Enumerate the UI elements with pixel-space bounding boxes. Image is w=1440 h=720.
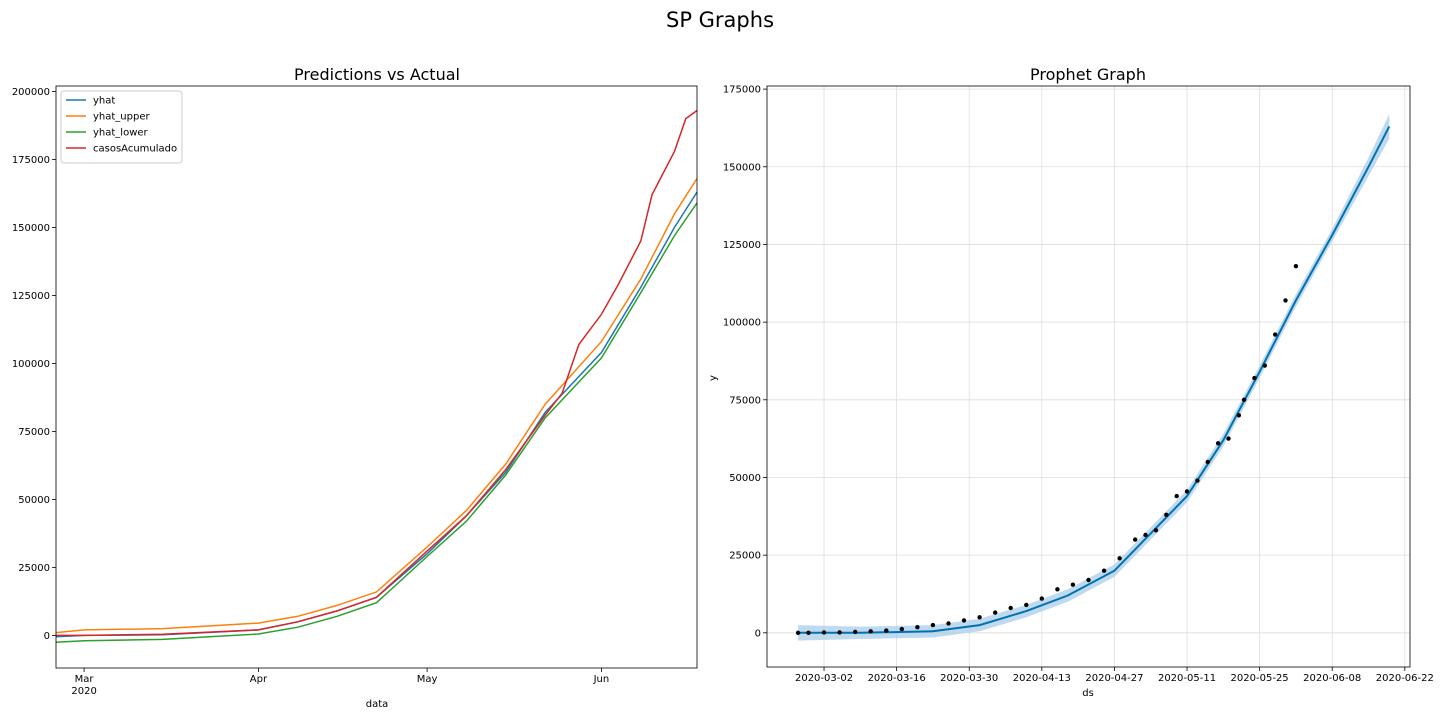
left-y-tick-label: 175000: [12, 155, 50, 166]
legend-label-yhat: yhat: [93, 96, 115, 107]
actual-point: [1252, 375, 1257, 381]
right-x-tick-label: 2020-04-27: [1085, 673, 1143, 684]
right-x-tick-label: 2020-03-16: [868, 673, 926, 684]
actual-point: [1024, 602, 1029, 608]
right-y-tick-label: 50000: [729, 473, 761, 484]
right-plot-area: [795, 114, 1391, 641]
legend-box: [60, 90, 183, 164]
series-line-casosAcumulado: [56, 109, 698, 637]
actual-point: [884, 628, 889, 633]
actual-point: [915, 625, 920, 630]
right-frame: [766, 85, 1411, 668]
actual-point: [1086, 577, 1091, 583]
actual-point: [1215, 441, 1221, 446]
actual-point: [837, 630, 842, 635]
actual-point: [1039, 596, 1045, 601]
actual-point: [1293, 264, 1299, 269]
actual-point: [1143, 532, 1148, 538]
left-x-tick-label: Mar: [75, 674, 95, 685]
actual-point: [1283, 298, 1288, 303]
actual-point: [1101, 568, 1107, 573]
legend-label-casosAcumulado: casosAcumulado: [93, 144, 177, 155]
left-y-tick-label: 75000: [18, 427, 50, 438]
actual-point: [993, 610, 998, 615]
legend-label-yhat_lower: yhat_lower: [93, 128, 149, 139]
right-y-tick-label: 75000: [729, 395, 761, 406]
left-y-tick-label: 25000: [18, 563, 50, 574]
right-chart-title: Prophet Graph: [1030, 65, 1146, 84]
actual-point: [1055, 587, 1060, 592]
right-x-tick-label: 2020-04-13: [1013, 673, 1071, 684]
actual-point: [1133, 537, 1138, 542]
actual-point: [1008, 605, 1013, 611]
right-chart: Prophet Graph 0 25000 50000 75000 100000 1250…: [708, 65, 1434, 699]
actual-point: [946, 621, 951, 626]
actual-point: [853, 629, 858, 635]
left-plot-area: [55, 109, 698, 643]
series-line-yhat_lower: [55, 202, 698, 643]
actual-point: [930, 622, 936, 628]
actual-point: [1226, 436, 1231, 441]
right-y-tick-label: 25000: [729, 551, 761, 562]
actual-point: [795, 630, 801, 635]
actual-point: [977, 615, 982, 620]
actual-point: [1273, 332, 1278, 337]
actual-point: [821, 630, 827, 635]
forecast-uncertainty-band: [798, 114, 1390, 641]
left-x-tick-sublabel: 2020: [71, 686, 96, 697]
left-chart: Predictions vs Actual 0 25000 50000 75000 10…: [12, 65, 698, 710]
right-y-tick-label: 150000: [723, 162, 761, 173]
right-x-tick-label: 2020-03-30: [940, 673, 998, 684]
actual-point: [1205, 459, 1211, 465]
actual-point: [1070, 582, 1076, 587]
right-x-tick-label: 2020-06-08: [1303, 673, 1361, 684]
forecast-line: [798, 125, 1391, 634]
left-chart-title: Predictions vs Actual: [294, 65, 460, 84]
right-x-tick-label: 2020-06-22: [1376, 673, 1434, 684]
right-x-axis-label: ds: [1082, 688, 1094, 699]
right-axes: 0 25000 50000 75000 100000 125000 150000 175000…: [723, 85, 1434, 684]
left-frame: [55, 85, 698, 669]
actual-point: [868, 629, 873, 634]
series-line-yhat: [55, 191, 698, 638]
actual-point: [806, 630, 811, 635]
actual-point: [1262, 363, 1268, 368]
left-x-axis-label: data: [366, 699, 389, 710]
actual-point: [1174, 493, 1179, 499]
legend-label-yhat_upper: yhat_upper: [93, 112, 150, 123]
actual-point: [1153, 528, 1159, 533]
left-y-tick-label: 200000: [12, 87, 50, 98]
left-x-tick-label: Jun: [593, 674, 610, 685]
right-y-tick-label: 175000: [723, 85, 761, 96]
figure-title: SP Graphs: [665, 8, 775, 32]
actual-point: [1117, 556, 1122, 561]
right-grid: [767, 86, 1410, 667]
left-legend: yhat yhat_upper yhat_lower casosAcumulado: [60, 90, 183, 164]
right-y-tick-label: 0: [755, 628, 761, 639]
actual-point: [1164, 512, 1169, 517]
left-y-tick-label: 125000: [12, 291, 50, 302]
actual-point: [899, 626, 904, 632]
right-x-tick-label: 2020-03-02: [795, 673, 853, 684]
right-x-tick-label: 2020-05-11: [1158, 673, 1216, 684]
left-x-tick-label: Apr: [250, 674, 268, 685]
series-line-yhat_upper: [55, 178, 698, 634]
left-y-tick-label: 100000: [12, 359, 50, 370]
right-x-tick-label: 2020-05-25: [1231, 673, 1289, 684]
left-x-tick-label: May: [417, 674, 438, 685]
actual-point: [1241, 397, 1247, 402]
left-y-tick-label: 50000: [18, 495, 50, 506]
right-y-tick-label: 100000: [723, 318, 761, 329]
left-y-tick-label: 150000: [12, 223, 50, 234]
right-y-tick-label: 125000: [723, 240, 761, 251]
left-axes: 0 25000 50000 75000 100000 125000 150000 175000…: [12, 85, 698, 697]
actual-point: [1184, 489, 1190, 494]
left-y-tick-label: 0: [44, 631, 50, 642]
actual-point: [961, 618, 967, 623]
actual-point: [1236, 413, 1242, 418]
actual-point: [1195, 478, 1200, 483]
right-y-axis-label: y: [708, 375, 719, 381]
